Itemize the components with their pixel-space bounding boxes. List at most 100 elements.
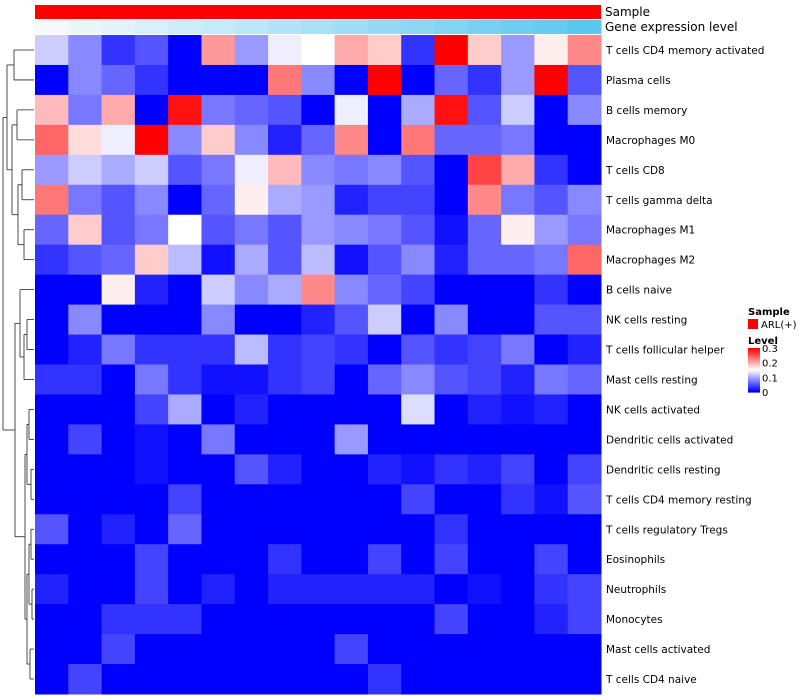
heatmap-cell: [168, 634, 202, 665]
legend-gradient-step: [748, 353, 760, 356]
legend-gradient-step: [748, 365, 760, 368]
legend-level-title: Level: [748, 336, 778, 347]
heatmap-cells: [35, 35, 602, 695]
heatmap-cell: [301, 334, 336, 365]
heatmap-cell: [334, 604, 369, 635]
row-label: Mast cells activated: [606, 644, 710, 656]
heatmap-cell: [268, 304, 302, 336]
row-label: Plasma cells: [606, 75, 671, 87]
heatmap-cell: [401, 94, 436, 126]
gene-expression-annotation-cell: [401, 20, 436, 34]
legend-gradient-step: [748, 370, 760, 372]
heatmap-cell: [334, 394, 369, 425]
heatmap-cell: [134, 424, 169, 455]
heatmap-cell: [168, 124, 202, 156]
heatmap-cell: [168, 394, 202, 425]
heatmap-cell: [301, 664, 336, 695]
heatmap-cell: [501, 94, 535, 126]
heatmap-cell: [401, 64, 436, 96]
heatmap-cell: [35, 424, 69, 455]
legend-gradient-step: [748, 383, 760, 385]
heatmap-cell: [434, 364, 469, 395]
heatmap-cell: [68, 94, 103, 126]
heatmap-cell: [234, 604, 269, 635]
heatmap-cell: [501, 364, 535, 395]
heatmap-cell: [367, 35, 402, 66]
legend-gradient-step: [748, 349, 760, 351]
heatmap-cell: [367, 394, 402, 425]
heatmap-cell: [134, 274, 169, 306]
heatmap-cell: [367, 544, 402, 575]
heatmap-cell: [501, 124, 535, 156]
row-label: NK cells activated: [606, 404, 700, 416]
heatmap-cell: [101, 64, 136, 96]
heatmap-cell: [134, 514, 169, 545]
heatmap-cell: [567, 484, 602, 515]
heatmap-cell: [301, 634, 336, 665]
heatmap-cell: [201, 244, 236, 276]
heatmap-cell: [268, 334, 302, 365]
heatmap-cell: [68, 664, 103, 695]
heatmap-cell: [234, 484, 269, 515]
heatmap-cell: [134, 94, 169, 126]
heatmap-cell: [334, 214, 369, 246]
heatmap-cell: [68, 304, 103, 336]
heatmap-cell: [467, 394, 502, 425]
heatmap-cell: [434, 244, 469, 276]
heatmap-cell: [534, 274, 569, 306]
row-label: T cells CD4 memory activated: [605, 45, 764, 57]
heatmap-cell: [68, 124, 103, 156]
heatmap-cell: [301, 35, 336, 66]
legend-gradient-step: [748, 368, 760, 371]
heatmap-cell: [234, 664, 269, 695]
heatmap-cell: [501, 544, 535, 575]
row-label: Macrophages M0: [606, 135, 695, 147]
heatmap-cell: [567, 214, 602, 246]
heatmap-cell: [301, 64, 336, 96]
row-labels: T cells CD4 memory activated Plasma cells…: [605, 45, 764, 686]
heatmap-cell: [334, 35, 369, 66]
heatmap-cell: [567, 244, 602, 276]
heatmap-cell: [534, 334, 569, 365]
heatmap-cell: [68, 154, 103, 186]
heatmap-cell: [401, 604, 436, 635]
heatmap-cell: [434, 154, 469, 186]
heatmap-cell: [68, 35, 103, 66]
row-label: Eosinophils: [606, 554, 665, 566]
heatmap-cell: [168, 94, 202, 126]
heatmap-cell: [35, 604, 69, 635]
heatmap-cell: [201, 394, 236, 425]
heatmap-cell: [168, 424, 202, 455]
heatmap-cell: [234, 424, 269, 455]
heatmap-cell: [201, 544, 236, 575]
row-label: B cells naive: [606, 285, 672, 297]
heatmap-cell: [401, 634, 436, 665]
heatmap-cell: [234, 184, 269, 216]
heatmap-cell: [567, 604, 602, 635]
heatmap-cell: [301, 304, 336, 336]
legend-gradient-step: [748, 348, 760, 350]
heatmap-cell: [467, 304, 502, 336]
heatmap-cell: [234, 304, 269, 336]
heatmap-cell: [301, 544, 336, 575]
gene-expression-annotation-cell: [134, 20, 169, 34]
heatmap-cell: [201, 634, 236, 665]
heatmap-cell: [35, 334, 69, 365]
heatmap-cell: [168, 64, 202, 96]
heatmap-cell: [234, 574, 269, 605]
heatmap-cell: [234, 124, 269, 156]
heatmap-cell: [35, 454, 69, 485]
heatmap-cell: [268, 454, 302, 485]
gene-expression-annotation-cell: [467, 20, 502, 34]
heatmap-cell: [567, 94, 602, 126]
legend-gradient-step: [748, 367, 760, 370]
gene-expression-annotation-label: Gene expression level: [605, 20, 738, 34]
heatmap-cell: [101, 454, 136, 485]
legend-gradient-step: [748, 355, 760, 358]
heatmap-cell: [168, 544, 202, 575]
heatmap-cell: [134, 454, 169, 485]
heatmap-cell: [268, 244, 302, 276]
heatmap-cell: [534, 634, 569, 665]
heatmap-cell: [234, 454, 269, 485]
heatmap-cell: [501, 484, 535, 515]
